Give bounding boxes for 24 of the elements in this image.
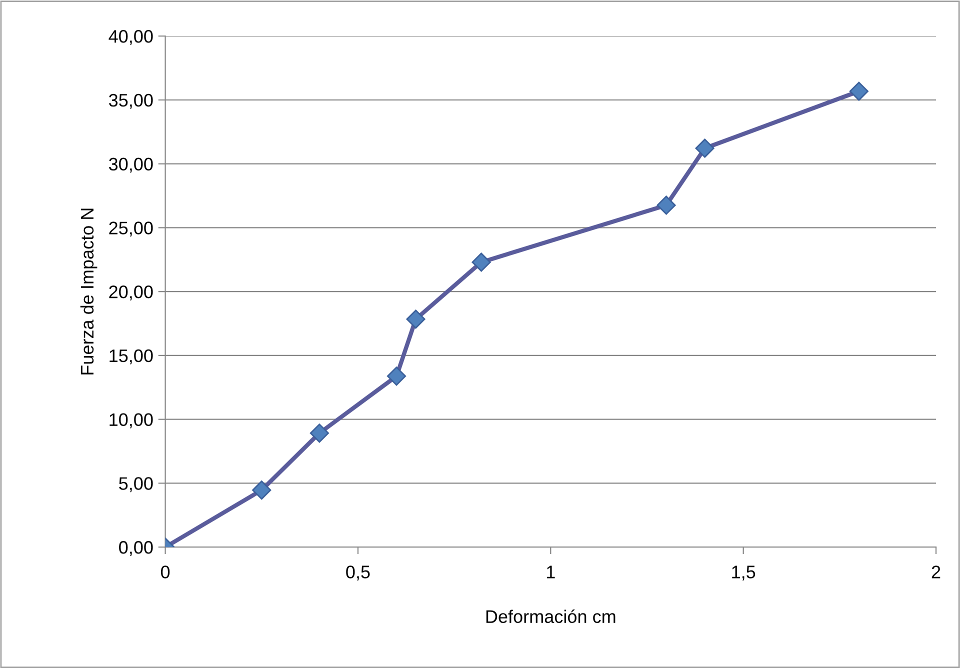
y-tick-label: 10,00 [110,413,153,428]
y-tick-label: 30,00 [108,158,153,173]
y-tick-label: 15,00 [110,349,153,364]
x-tick-label: 1,5 [732,566,756,581]
x-tick-label: 1 [547,566,555,578]
point [310,424,329,443]
x-tick-label: 0,5 [346,566,370,581]
point [849,82,868,101]
y-tick-label: 25,00 [109,222,153,237]
y-tick-label: 35,00 [108,94,153,109]
x-axis-title: Deformación cm [486,610,616,624]
point [252,480,272,500]
y-tick-label: 5,00 [119,477,153,492]
point [695,138,714,158]
x-tick-label: 0 [160,566,170,578]
y-tick-label: 20,00 [109,286,153,300]
y-tick-label: 0,00 [119,541,153,556]
point [656,196,676,215]
x-tick-label: 2 [932,566,940,578]
point [472,252,491,272]
point [386,366,406,386]
y-axis-title: Fuerza de Impacto N [80,208,98,374]
y-tick-label: 40,00 [108,30,153,45]
point [406,310,426,329]
